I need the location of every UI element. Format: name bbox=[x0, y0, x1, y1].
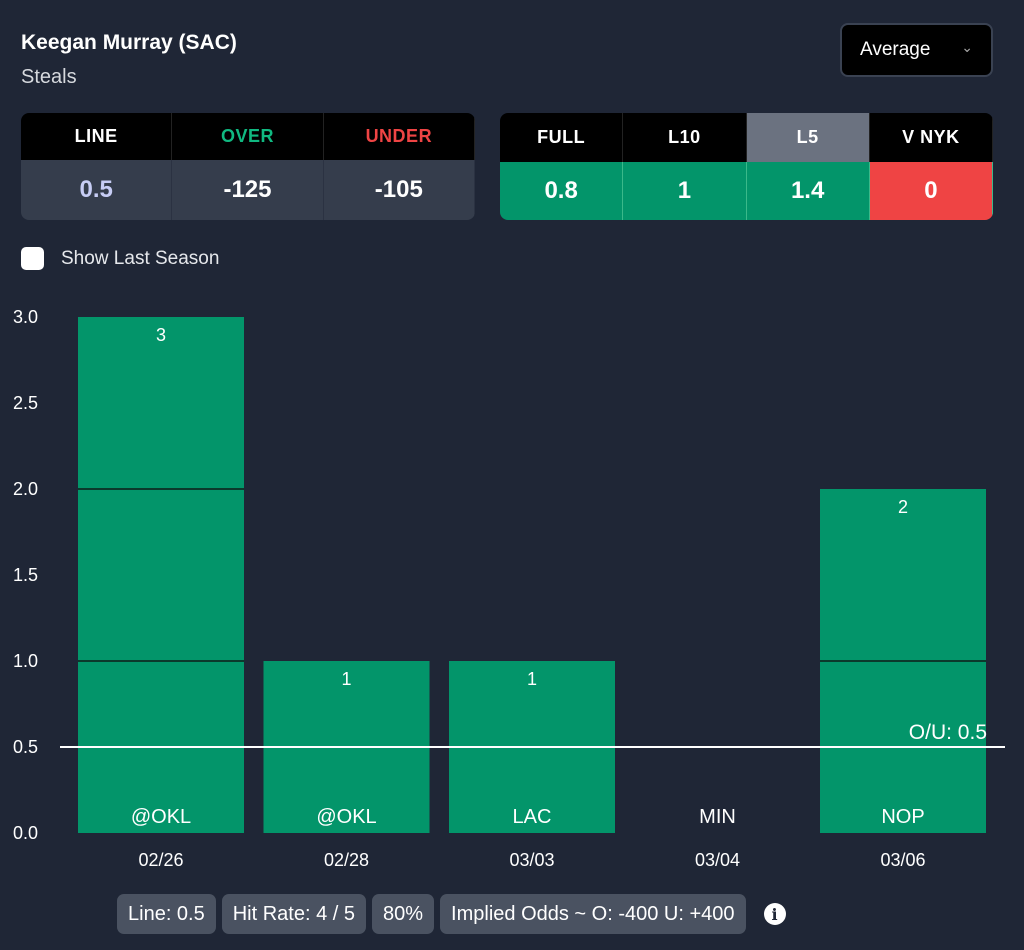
x-tick-label: 02/26 bbox=[138, 850, 183, 870]
tab-l5[interactable]: L5 bbox=[746, 113, 870, 162]
tab-l10[interactable]: L10 bbox=[623, 113, 747, 162]
ou-line-label: O/U: 0.5 bbox=[909, 721, 987, 744]
hit-rate-pill: Hit Rate: 4 / 5 bbox=[221, 894, 367, 934]
opponent-label: MIN bbox=[699, 806, 736, 828]
y-tick-label: 0.0 bbox=[13, 823, 38, 843]
y-tick-label: 0.5 bbox=[13, 737, 38, 757]
hit-pct-pill: 80% bbox=[372, 894, 435, 934]
odds-value: -125 bbox=[172, 160, 324, 220]
average-value: 0 bbox=[869, 162, 993, 220]
show-last-season-label: Show Last Season bbox=[61, 248, 220, 269]
opponent-label: @OKL bbox=[316, 806, 376, 828]
y-tick-label: 2.0 bbox=[13, 479, 38, 499]
bar-value-label: 1 bbox=[341, 669, 351, 689]
odds-header: OVER bbox=[172, 113, 324, 160]
bar bbox=[78, 317, 244, 833]
x-tick-label: 03/06 bbox=[880, 850, 925, 870]
bar-value-label: 1 bbox=[527, 669, 537, 689]
opponent-label: @OKL bbox=[131, 806, 191, 828]
show-last-season-checkbox[interactable] bbox=[21, 247, 44, 270]
x-tick-label: 03/03 bbox=[509, 850, 554, 870]
odds-header: UNDER bbox=[323, 113, 475, 160]
y-tick-label: 2.5 bbox=[13, 393, 38, 413]
bar-value-label: 2 bbox=[898, 497, 908, 517]
opponent-label: NOP bbox=[881, 806, 924, 828]
line-pill: Line: 0.5 bbox=[117, 894, 216, 934]
chevron-down-icon: ⌄ bbox=[961, 39, 973, 55]
y-tick-label: 1.0 bbox=[13, 651, 38, 671]
aggregation-dropdown[interactable]: Average ⌄ bbox=[840, 23, 993, 77]
odds-header: LINE bbox=[21, 113, 173, 160]
stat-type: Steals bbox=[21, 66, 77, 88]
average-value: 1.4 bbox=[746, 162, 870, 220]
dropdown-value: Average bbox=[860, 39, 931, 60]
x-tick-label: 03/04 bbox=[695, 850, 740, 870]
tab-full[interactable]: FULL bbox=[500, 113, 624, 162]
player-name: Keegan Murray (SAC) bbox=[21, 31, 237, 54]
opponent-label: LAC bbox=[513, 806, 552, 828]
bar-value-label: 3 bbox=[156, 325, 166, 345]
implied-odds-pill: Implied Odds ~ O: -400 U: +400 bbox=[440, 894, 746, 934]
averages-table: FULL L10 L5 V NYK 0.8 1 1.4 0 bbox=[500, 113, 993, 220]
y-tick-label: 3.0 bbox=[13, 307, 38, 327]
odds-table: LINE OVER UNDER 0.5 -125 -105 bbox=[21, 113, 475, 220]
odds-value: 0.5 bbox=[21, 160, 173, 220]
tab-v-nyk[interactable]: V NYK bbox=[869, 113, 993, 162]
odds-value: -105 bbox=[323, 160, 475, 220]
average-value: 1 bbox=[623, 162, 747, 220]
x-tick-label: 02/28 bbox=[324, 850, 369, 870]
y-tick-label: 1.5 bbox=[13, 565, 38, 585]
info-icon[interactable]: i bbox=[763, 903, 786, 925]
average-value: 0.8 bbox=[500, 162, 624, 220]
game-log-chart: 0.0 0.5 1.0 1.5 2.0 2.5 3.0 3 @OKL 02/26 1 @OKL 02/2… bbox=[13, 307, 1005, 870]
